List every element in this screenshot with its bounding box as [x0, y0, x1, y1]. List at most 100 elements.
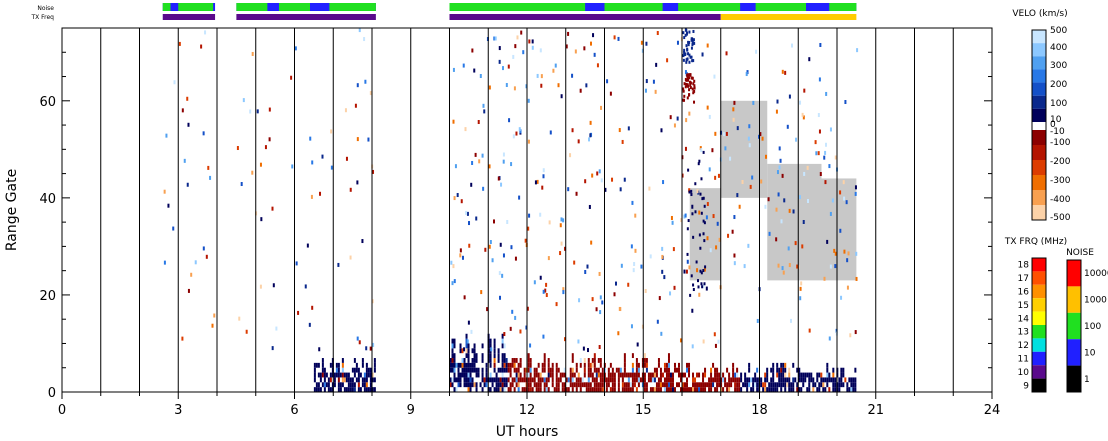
velocity-label-pos: 0	[1050, 120, 1056, 130]
echo-cell	[677, 382, 680, 388]
echo-cell	[584, 179, 587, 184]
echo-cell	[765, 154, 768, 159]
echo-cell	[693, 84, 696, 88]
echo-cell	[475, 387, 478, 392]
echo-cell	[555, 302, 558, 307]
echo-cell	[716, 221, 719, 226]
echo-cell	[545, 377, 548, 383]
echo-cell	[698, 210, 701, 215]
echo-cell	[673, 362, 676, 368]
echo-cell	[727, 233, 730, 238]
echo-cell	[534, 180, 537, 185]
echo-cell	[655, 387, 658, 392]
echo-cell	[702, 339, 705, 344]
echo-cell	[665, 362, 668, 368]
echo-cell	[475, 216, 478, 221]
echo-cell	[733, 253, 736, 258]
echo-cell	[619, 367, 622, 373]
echo-cell	[531, 39, 534, 44]
echo-cell	[780, 219, 783, 224]
echo-cell	[766, 372, 769, 378]
echo-cell	[595, 387, 598, 392]
txfreq-bar-segment-1	[236, 14, 376, 20]
echo-cell	[503, 367, 506, 373]
echo-cell	[814, 140, 817, 145]
echo-cell	[541, 185, 544, 190]
echo-cell	[690, 37, 693, 41]
echo-cell	[669, 377, 672, 383]
echo-cell	[764, 387, 767, 392]
echo-cell	[692, 235, 695, 239]
echo-cell	[687, 43, 690, 47]
echo-cell	[463, 367, 466, 373]
echo-cell	[844, 100, 847, 105]
x-axis-title: UT hours	[496, 424, 559, 440]
echo-cell	[768, 231, 771, 236]
echo-cell	[551, 377, 554, 383]
echo-cell	[467, 343, 470, 349]
noise-bar-green-9	[829, 3, 857, 11]
echo-cell	[692, 372, 695, 378]
echo-cell	[653, 372, 656, 378]
echo-cell	[335, 372, 338, 378]
echo-cell	[260, 217, 263, 222]
echo-cell	[356, 336, 359, 341]
echo-cell	[699, 192, 702, 196]
echo-cell	[465, 362, 468, 368]
echo-cell	[696, 372, 699, 378]
echo-cell	[643, 362, 646, 368]
echo-cell	[469, 382, 472, 388]
echo-cell	[700, 177, 703, 181]
echo-cell	[826, 372, 829, 378]
echo-cell	[451, 281, 454, 286]
echo-cell	[784, 70, 787, 75]
echo-cell	[519, 362, 522, 368]
echo-cell	[365, 387, 368, 392]
echo-cell	[645, 358, 648, 363]
echo-cell	[327, 377, 330, 383]
echo-cell	[563, 387, 566, 392]
echo-cell	[471, 160, 474, 165]
echo-cell	[365, 372, 368, 378]
echo-cell	[702, 284, 705, 289]
echo-cell	[463, 377, 466, 383]
echo-cell	[776, 372, 779, 378]
echo-cell	[635, 367, 638, 373]
echo-cell	[688, 76, 691, 80]
echo-cell	[634, 248, 637, 253]
echo-cell	[493, 219, 496, 224]
echo-cell	[613, 292, 616, 297]
echo-cell	[321, 358, 324, 363]
echo-cell	[557, 377, 560, 383]
echo-cell	[799, 100, 802, 105]
echo-cell	[539, 377, 542, 383]
echo-cell	[800, 281, 803, 286]
echo-cell	[649, 254, 652, 259]
echo-cell	[599, 362, 602, 368]
echo-cell	[357, 377, 360, 383]
echo-cell	[461, 372, 464, 378]
echo-cell	[485, 382, 488, 388]
echo-cell	[595, 372, 598, 378]
noise-bar-green-7	[678, 3, 741, 11]
echo-cell	[730, 377, 733, 383]
echo-cell	[499, 295, 502, 300]
echo-cell	[693, 100, 696, 104]
echo-cell	[690, 189, 693, 193]
echo-cell	[825, 91, 828, 96]
echo-cell	[365, 377, 368, 383]
echo-cell	[555, 372, 558, 378]
echo-cell	[792, 387, 795, 392]
echo-cell	[623, 353, 626, 359]
txfreq-label: 9	[1023, 381, 1029, 391]
echo-cell	[802, 372, 805, 378]
echo-cell	[485, 377, 488, 383]
echo-cell	[453, 372, 456, 378]
y-axis-title: Range Gate	[4, 169, 20, 251]
echo-cell	[810, 372, 813, 378]
echo-cell	[449, 382, 452, 388]
echo-cell	[467, 353, 470, 359]
echo-cell	[467, 320, 470, 325]
echo-cell	[714, 372, 717, 378]
echo-cell	[776, 387, 779, 392]
